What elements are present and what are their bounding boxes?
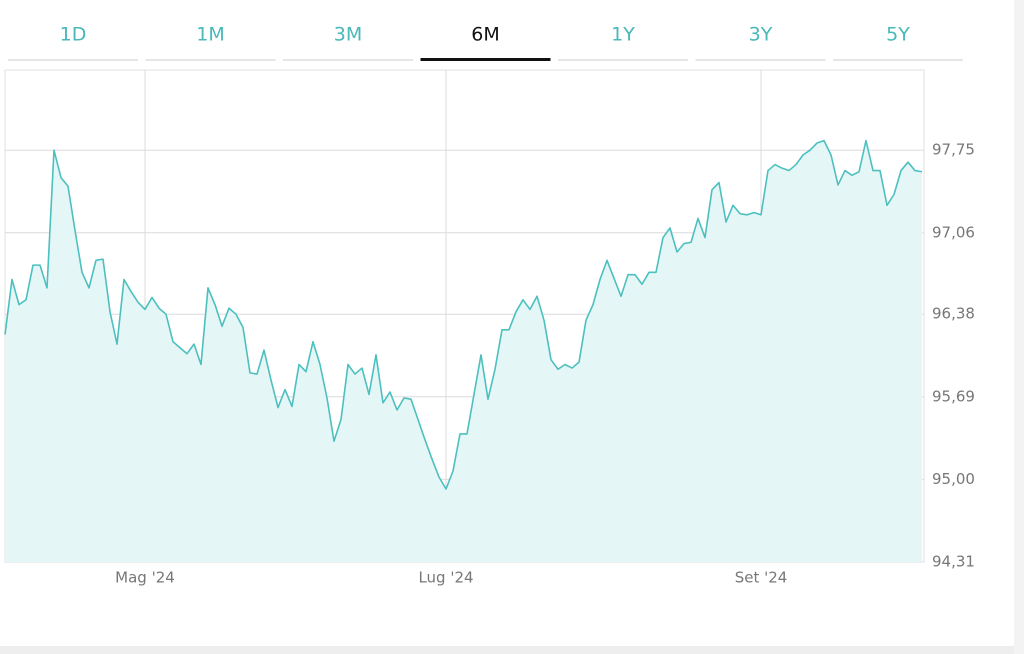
x-tick-label: Mag '24	[115, 569, 175, 587]
x-tick-label: Lug '24	[418, 569, 473, 587]
x-tick-label: Set '24	[735, 569, 788, 587]
page-side-strip	[1014, 0, 1024, 654]
y-tick-label: 97,75	[932, 141, 975, 159]
tab-underline	[558, 59, 688, 61]
y-tick-label: 97,06	[932, 223, 975, 241]
area-fill	[5, 140, 922, 562]
y-tick-label: 96,38	[932, 305, 975, 323]
period-tab[interactable]: 3Y	[749, 24, 773, 46]
period-tab[interactable]: 3M	[334, 24, 362, 46]
period-tab[interactable]: 6M	[471, 24, 499, 46]
price-line	[4, 139, 923, 490]
tab-underline	[695, 59, 826, 61]
tab-underline	[420, 58, 551, 61]
y-tick-label: 94,31	[932, 553, 975, 571]
tab-underline	[8, 59, 138, 61]
period-tab[interactable]: 5Y	[886, 24, 910, 46]
period-tab[interactable]: 1M	[196, 24, 224, 46]
page-footer-strip	[0, 646, 1024, 654]
period-tab[interactable]: 1D	[60, 24, 87, 46]
tab-underline	[145, 59, 276, 61]
tab-underline	[283, 59, 413, 61]
y-tick-label: 95,69	[932, 387, 975, 405]
y-tick-label: 95,00	[932, 470, 975, 488]
period-tab[interactable]: 1Y	[611, 24, 635, 46]
tab-underline	[833, 59, 963, 61]
